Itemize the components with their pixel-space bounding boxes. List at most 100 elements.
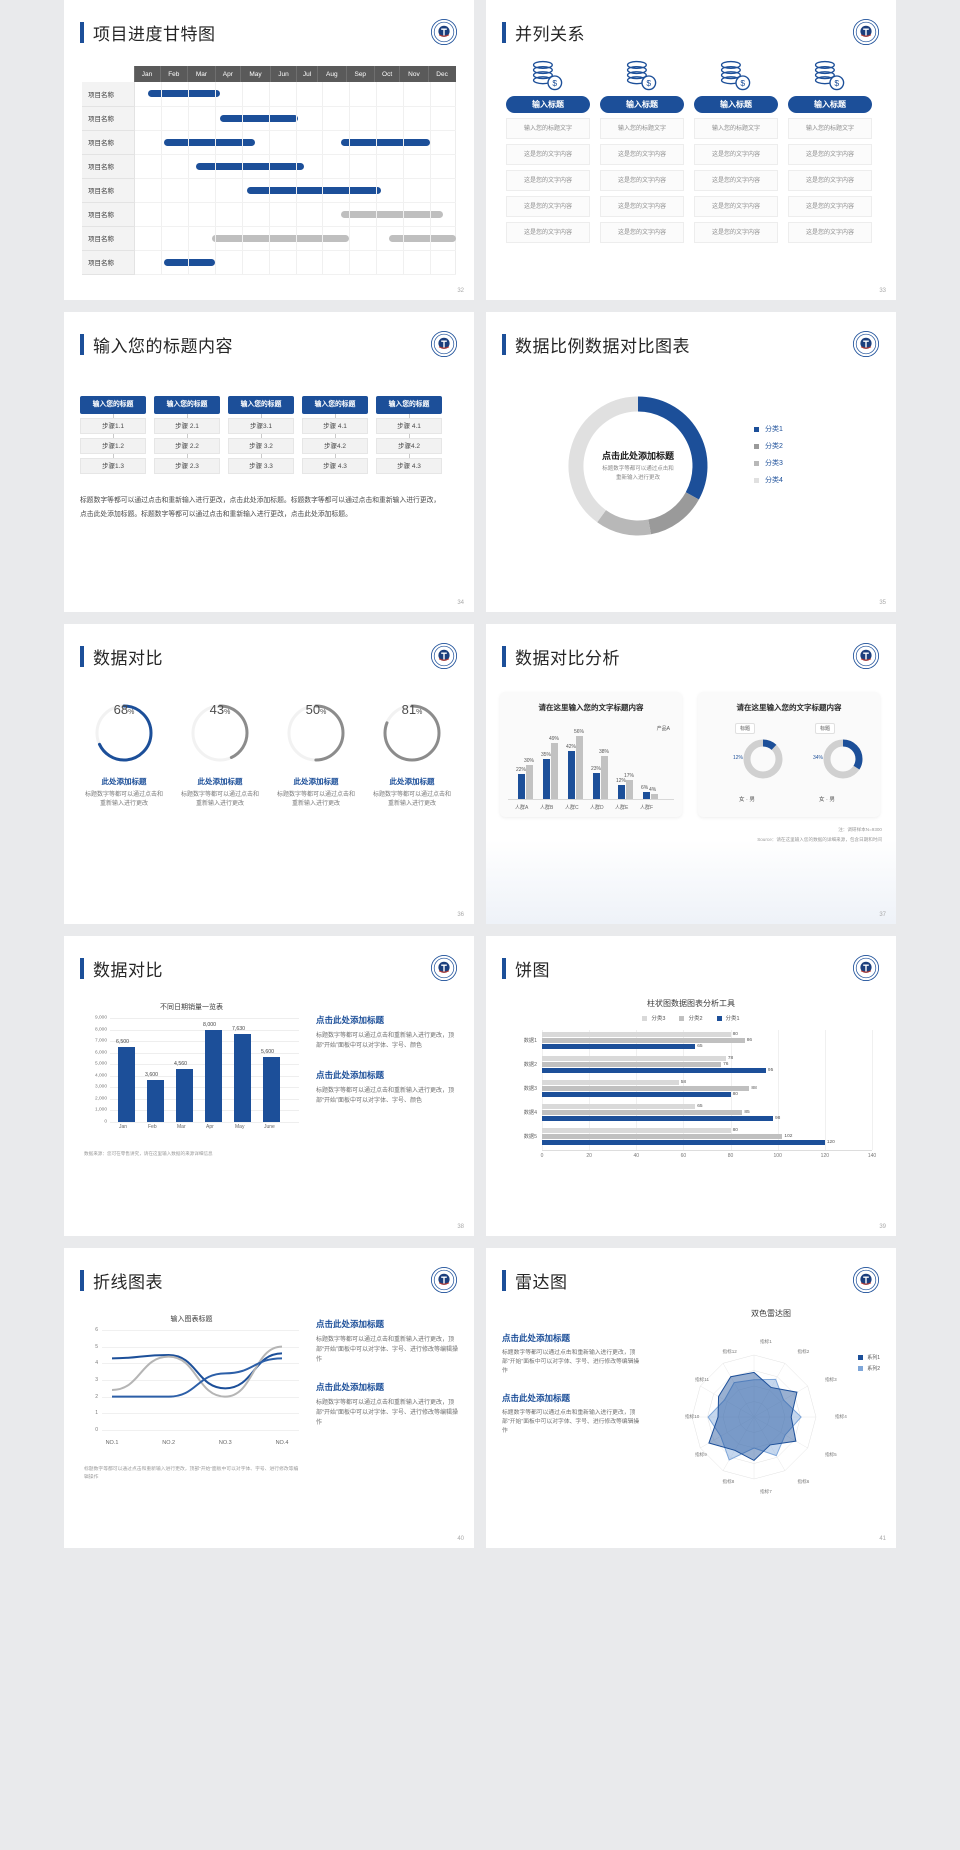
line-series[interactable]: [111, 1352, 283, 1390]
gantt-bar[interactable]: [196, 162, 304, 170]
text-block-heading[interactable]: 点击此处添加标题: [502, 1393, 571, 1403]
hbar[interactable]: [542, 1104, 696, 1109]
legend-item[interactable]: 分类3: [642, 1014, 665, 1022]
radar-legend-item[interactable]: 系列1: [858, 1354, 880, 1361]
radar-legend-item[interactable]: 系列2: [858, 1365, 880, 1372]
hbar[interactable]: [542, 1140, 825, 1145]
step-item[interactable]: 步骤3.1: [228, 418, 294, 434]
parallel-column-title[interactable]: 输入标题: [694, 96, 778, 113]
parallel-cell[interactable]: 这是您的文字内容: [694, 222, 778, 243]
parallel-cell[interactable]: 这是您的文字内容: [694, 170, 778, 191]
parallel-cell[interactable]: 这是您的文字内容: [600, 196, 684, 217]
parallel-cell[interactable]: 这是您的文字内容: [600, 144, 684, 165]
hbar[interactable]: [542, 1110, 743, 1115]
hbar[interactable]: [542, 1056, 726, 1061]
line-series[interactable]: [112, 1357, 283, 1398]
bar[interactable]: [147, 1080, 164, 1122]
parallel-cell[interactable]: 输入您的标题文字: [694, 118, 778, 139]
gantt-bar[interactable]: [389, 234, 457, 242]
gantt-bar[interactable]: [341, 210, 444, 218]
mini-donut[interactable]: [743, 739, 783, 784]
donut-segment[interactable]: [597, 509, 652, 536]
step-item[interactable]: 步骤1.3: [80, 458, 146, 474]
text-block-heading[interactable]: 点击此处添加标题: [502, 1333, 571, 1343]
bar[interactable]: [176, 1069, 193, 1122]
step-column-heading[interactable]: 输入您的标题: [228, 396, 294, 414]
parallel-cell[interactable]: 输入您的标题文字: [788, 118, 872, 139]
parallel-cell[interactable]: 输入您的标题文字: [506, 118, 590, 139]
donut-segment[interactable]: [568, 396, 639, 523]
bar[interactable]: [643, 792, 650, 799]
step-item[interactable]: 步骤 3.2: [228, 438, 294, 454]
parallel-column-title[interactable]: 输入标题: [600, 96, 684, 113]
gantt-bar[interactable]: [341, 138, 430, 146]
hbar[interactable]: [542, 1044, 696, 1049]
step-item[interactable]: 步骤1.1: [80, 418, 146, 434]
bar[interactable]: [543, 759, 550, 799]
bar[interactable]: [234, 1033, 251, 1122]
step-item[interactable]: 步骤4.2: [302, 438, 368, 454]
parallel-cell[interactable]: 这是您的文字内容: [694, 144, 778, 165]
bar[interactable]: [263, 1057, 280, 1122]
hbar[interactable]: [542, 1068, 766, 1073]
bar[interactable]: [118, 1046, 135, 1122]
hbar[interactable]: [542, 1062, 722, 1067]
gantt-bar[interactable]: [212, 234, 350, 242]
parallel-cell[interactable]: 这是您的文字内容: [788, 144, 872, 165]
parallel-column-title[interactable]: 输入标题: [506, 96, 590, 113]
ring-title[interactable]: 此处添加标题: [197, 777, 243, 786]
bar[interactable]: [601, 755, 608, 799]
hbar[interactable]: [542, 1080, 679, 1085]
parallel-cell[interactable]: 输入您的标题文字: [600, 118, 684, 139]
step-column-heading[interactable]: 输入您的标题: [80, 396, 146, 414]
ring-title[interactable]: 此处添加标题: [389, 777, 435, 786]
bar[interactable]: [205, 1029, 222, 1122]
bar[interactable]: [593, 772, 600, 799]
parallel-cell[interactable]: 这是您的文字内容: [788, 170, 872, 191]
legend-item[interactable]: 分类2: [679, 1014, 703, 1022]
step-item[interactable]: 步骤 2.1: [154, 418, 220, 434]
hbar[interactable]: [542, 1092, 731, 1097]
hbar[interactable]: [542, 1116, 773, 1121]
radar-series[interactable]: [708, 1371, 798, 1462]
donut-legend-item[interactable]: 分类1: [754, 424, 783, 434]
step-item[interactable]: 步骤 2.3: [154, 458, 220, 474]
parallel-cell[interactable]: 这是您的文字内容: [600, 170, 684, 191]
bar[interactable]: [576, 735, 583, 799]
step-item[interactable]: 步骤1.2: [80, 438, 146, 454]
donut-legend-item[interactable]: 分类3: [754, 458, 783, 468]
mini-donut[interactable]: [823, 739, 863, 784]
hbar[interactable]: [542, 1086, 750, 1091]
hbar[interactable]: [542, 1038, 745, 1043]
text-block-heading[interactable]: 点击此处添加标题: [316, 1382, 385, 1392]
bar[interactable]: [626, 779, 633, 799]
step-item[interactable]: 步骤 3.3: [228, 458, 294, 474]
step-item[interactable]: 步骤 2.2: [154, 438, 220, 454]
radar-series[interactable]: [707, 1378, 802, 1461]
line-series[interactable]: [111, 1345, 283, 1398]
gantt-bar[interactable]: [164, 138, 256, 146]
parallel-column-title[interactable]: 输入标题: [788, 96, 872, 113]
hbar[interactable]: [542, 1128, 731, 1133]
step-item[interactable]: 步骤4.2: [376, 438, 442, 454]
parallel-cell[interactable]: 这是您的文字内容: [600, 222, 684, 243]
parallel-cell[interactable]: 这是您的文字内容: [788, 196, 872, 217]
hbar[interactable]: [542, 1134, 783, 1139]
donut-segment[interactable]: [637, 396, 708, 500]
step-item[interactable]: 步骤 4.3: [302, 458, 368, 474]
parallel-cell[interactable]: 这是您的文字内容: [506, 196, 590, 217]
parallel-cell[interactable]: 这是您的文字内容: [506, 170, 590, 191]
step-item[interactable]: 步骤 4.1: [376, 418, 442, 434]
gantt-bar[interactable]: [247, 186, 382, 194]
gantt-bar[interactable]: [220, 114, 299, 122]
donut-segment[interactable]: [647, 491, 699, 535]
step-item[interactable]: 步骤 4.3: [376, 458, 442, 474]
text-block-heading[interactable]: 点击此处添加标题: [316, 1070, 385, 1080]
ring-title[interactable]: 此处添加标题: [293, 777, 339, 786]
bar[interactable]: [518, 774, 525, 799]
bar[interactable]: [651, 794, 658, 799]
bar[interactable]: [526, 765, 533, 799]
donut-legend-item[interactable]: 分类4: [754, 475, 783, 485]
bar[interactable]: [568, 751, 575, 799]
hbar[interactable]: [542, 1032, 731, 1037]
